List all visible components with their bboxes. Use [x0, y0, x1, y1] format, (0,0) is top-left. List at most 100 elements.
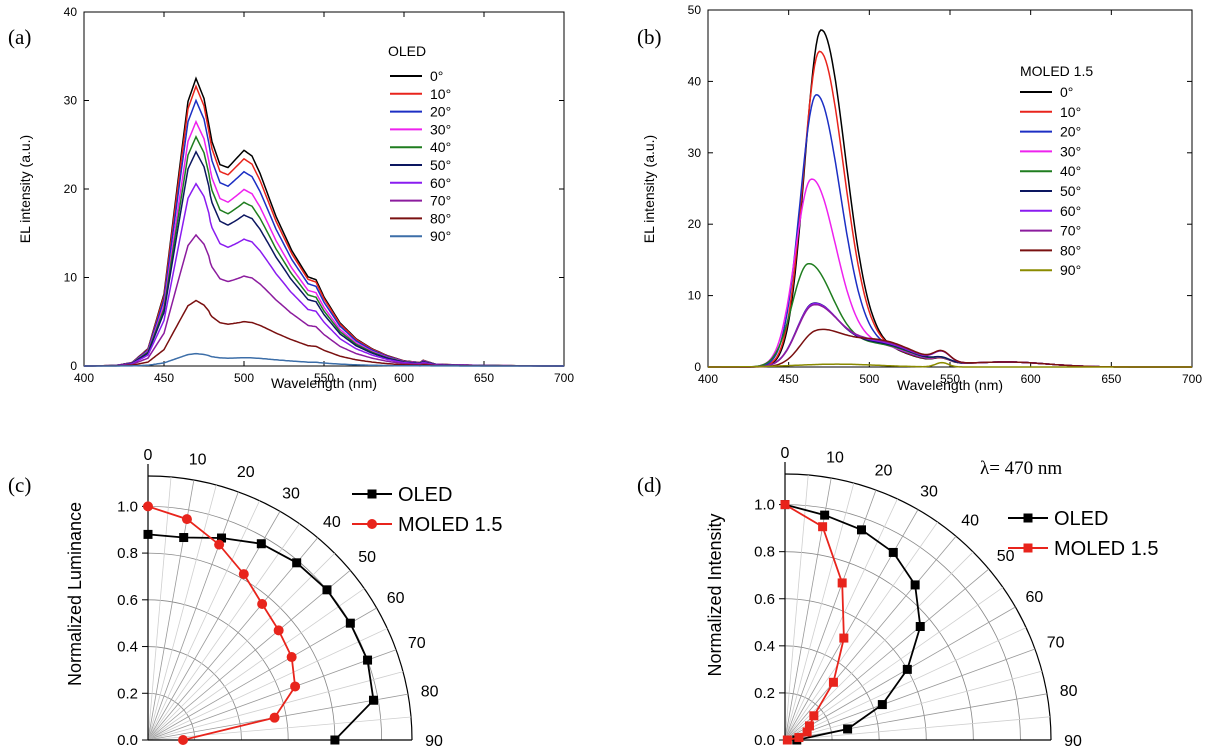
x-tick-label: 700 [554, 371, 574, 385]
panel-b-plot-frame [707, 9, 1193, 368]
panel-a-series [84, 76, 564, 367]
polar-spoke [784, 521, 938, 741]
data-point [888, 547, 898, 557]
x-tick-label: 550 [314, 371, 334, 385]
legend-label-10deg: 10° [1060, 104, 1081, 120]
legend-label-30deg: 30° [1060, 143, 1081, 159]
angle-tick-label: 10 [826, 449, 844, 466]
x-tick-label: 550 [940, 372, 960, 386]
x-tick-label: 600 [394, 371, 414, 385]
legend-marker [1023, 543, 1033, 553]
spectrum-line-90deg [708, 361, 1192, 368]
polar-spoke [784, 568, 990, 741]
data-point [794, 733, 804, 743]
angle-tick-label: 80 [1060, 683, 1078, 700]
panel-d-legend: OLED MOLED 1.5 [1008, 508, 1158, 560]
legend-label: MOLED 1.5 [1054, 538, 1158, 560]
data-point [143, 501, 153, 512]
polar-spoke [147, 553, 335, 741]
data-point [802, 727, 812, 737]
panel-a-y-axis-title: EL intensity (a.u.) [17, 135, 33, 243]
y-tick-label: 10 [688, 289, 702, 303]
polar-spoke [147, 537, 319, 741]
data-point [292, 558, 302, 568]
data-point [828, 677, 838, 687]
polar-spoke [784, 606, 1016, 741]
radial-tick-label: 1.0 [754, 497, 775, 514]
legend-label-60deg: 60° [430, 175, 451, 191]
spectrum-line-90deg [84, 352, 564, 367]
legend-label-0deg: 0° [430, 68, 443, 84]
legend-label-50deg: 50° [1060, 183, 1081, 199]
panel-b-x-axis-title: Wavelength (nm) [897, 377, 1003, 393]
data-point [877, 700, 887, 710]
y-tick-label: 40 [688, 74, 702, 88]
data-point [273, 625, 284, 636]
polar-spoke [784, 670, 1043, 741]
angle-tick-label: 80 [421, 683, 439, 700]
polar-spoke [784, 587, 1004, 741]
panel-b-y-axis-title: EL intensity (a.u.) [641, 135, 657, 243]
panel-d-polar-grid: 0.0 0.2 0.4 0.6 0.8 1.0 0 10 20 30 40 50 60 70 80 90 [754, 445, 1082, 750]
polar-spoke [784, 551, 974, 741]
data-point [839, 633, 849, 643]
panel-a-legend-title: OLED [388, 43, 426, 59]
polar-line-moled-1.5 [147, 505, 297, 741]
x-tick-label: 650 [1101, 372, 1121, 386]
polar-spoke [147, 628, 388, 741]
panel-a-x-ticks: 400 450 500 550 600 650 700 [74, 12, 574, 385]
x-tick-label: 650 [474, 371, 494, 385]
legend-label-80deg: 80° [1060, 242, 1081, 258]
legend-label-40deg: 40° [430, 139, 451, 155]
data-point [843, 724, 853, 734]
angle-tick-label: 70 [1047, 634, 1065, 651]
angle-tick-label: 60 [387, 590, 405, 607]
angle-tick-label: 40 [323, 514, 341, 531]
panel-c-radial-axis-title: Normalized Luminance [65, 502, 85, 686]
radial-tick-label: 0.0 [117, 732, 138, 749]
polar-spoke [784, 535, 957, 741]
legend-label-30deg: 30° [430, 121, 451, 137]
polar-line-oled [784, 503, 922, 741]
data-point [902, 664, 912, 674]
x-tick-label: 600 [1021, 372, 1041, 386]
data-point [804, 721, 814, 731]
polar-line-oled [147, 533, 375, 741]
data-point [256, 539, 266, 549]
legend-label-40deg: 40° [1060, 163, 1081, 179]
polar-spoke [784, 477, 832, 741]
polar-spoke [147, 476, 172, 741]
panel-b-legend-title: MOLED 1.5 [1020, 63, 1093, 79]
legend-label-10deg: 10° [430, 86, 451, 102]
polar-spoke [784, 474, 809, 741]
legend-marker [367, 519, 377, 529]
data-point [915, 622, 925, 632]
spectrum-line-10deg [708, 50, 1192, 368]
x-tick-label: 500 [859, 372, 879, 386]
polar-spoke [784, 716, 1051, 741]
angle-tick-label: 30 [920, 484, 938, 501]
polar-spoke [147, 607, 377, 741]
panel-b-x-ticks: 400 450 500 550 600 650 700 [698, 10, 1202, 386]
polar-spoke [147, 511, 281, 741]
data-point [368, 695, 378, 705]
radial-tick-label: 0.6 [117, 592, 138, 609]
data-point [856, 525, 866, 535]
polar-spoke [784, 498, 898, 741]
data-point [179, 533, 189, 543]
panel-d-polar-chart: (d) 0.0 0.2 0.4 0.6 0.8 1.0 0 10 20 30 40 50 60 70 80 9… [637, 445, 1158, 750]
panel-a-y-ticks: 0 10 20 30 40 [64, 5, 564, 373]
y-tick-label: 20 [688, 217, 702, 231]
data-point [290, 681, 301, 692]
angle-tick-label: 0 [781, 445, 790, 462]
angle-tick-label: 40 [961, 512, 979, 529]
data-point [257, 598, 268, 609]
polar-spoke [147, 716, 412, 741]
panel-d-series [780, 500, 925, 745]
y-tick-label: 30 [64, 94, 78, 108]
polar-spoke [147, 649, 397, 741]
angle-tick-label: 20 [875, 462, 893, 479]
data-point [238, 569, 249, 580]
panel-b-series [708, 29, 1192, 368]
panel-b-legend: 0° 10° 20° 30° 40° 50° 60° 70° 80° 90° [1020, 84, 1081, 278]
